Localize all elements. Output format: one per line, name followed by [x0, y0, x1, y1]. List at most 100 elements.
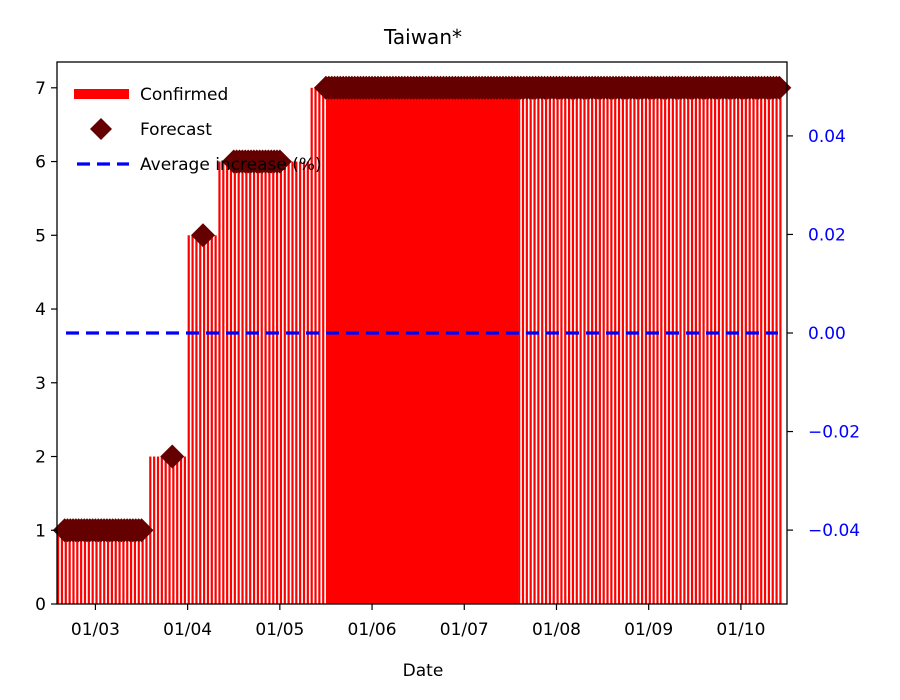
confirmed-bar [99, 530, 102, 604]
confirmed-bar [245, 161, 248, 605]
y-axis-left: 0 1 2 3 4 5 6 7 [35, 79, 57, 615]
confirmed-bar [145, 530, 148, 604]
confirmed-bar [183, 456, 186, 604]
confirmed-bar [779, 87, 782, 604]
y-tick-label: 6 [35, 153, 46, 173]
y-tick-label: 1 [35, 521, 46, 541]
confirmed-bar [641, 87, 644, 604]
confirmed-bars [57, 87, 782, 605]
confirmed-bar [683, 87, 686, 604]
legend-label: Average increase (%) [140, 155, 322, 175]
confirmed-bar [714, 87, 717, 604]
confirmed-bar [176, 456, 179, 604]
legend-swatch-confirmed [74, 89, 129, 99]
confirmed-bar [775, 87, 778, 604]
confirmed-bar [583, 87, 586, 604]
confirmed-bar [560, 87, 563, 604]
confirmed-bar [748, 87, 751, 604]
confirmed-bar [122, 530, 125, 604]
confirmed-bar [706, 87, 709, 604]
x-tick-label: 01/04 [163, 620, 212, 640]
confirmed-bar [153, 456, 156, 604]
confirmed-bar [671, 87, 674, 604]
confirmed-bar [264, 161, 267, 605]
confirmed-bar [587, 87, 590, 604]
confirmed-bar [740, 87, 744, 604]
confirmed-bar [318, 87, 321, 604]
confirmed-bar [299, 161, 302, 605]
y-tick-label: 4 [35, 300, 46, 320]
confirmed-bar [744, 87, 747, 604]
confirmed-bar [295, 161, 298, 605]
confirmed-bar [172, 456, 175, 604]
confirmed-bar [241, 161, 244, 605]
confirmed-bar [756, 87, 759, 604]
legend-swatch-forecast [90, 118, 112, 140]
x-axis: 01/03 01/04 01/05 01/06 01/07 01/08 01/09 01/10 [71, 604, 765, 640]
x-tick-label: 01/05 [255, 620, 304, 640]
confirmed-bar [72, 530, 75, 604]
confirmed-bar [325, 87, 519, 604]
confirmed-bar [260, 161, 263, 605]
forecast-point [160, 444, 185, 469]
confirmed-bar [602, 87, 605, 604]
confirmed-bar [752, 87, 755, 604]
confirmed-bar [690, 87, 694, 604]
confirmed-bar [222, 161, 225, 605]
confirmed-bar [721, 87, 724, 604]
confirmed-bar [114, 530, 117, 604]
confirmed-bar [767, 87, 770, 604]
confirmed-bar [310, 87, 313, 604]
confirmed-bar [268, 161, 271, 605]
confirmed-bar [521, 87, 525, 604]
confirmed-bar [771, 87, 774, 604]
confirmed-bar [675, 87, 678, 604]
forecast-markers [52, 75, 792, 543]
confirmed-bar [606, 87, 609, 604]
confirmed-bar [629, 87, 632, 604]
confirmed-bar [625, 87, 628, 604]
confirmed-bar [733, 87, 736, 604]
confirmed-bar [710, 87, 713, 604]
confirmed-bar [656, 87, 659, 604]
confirmed-bar [594, 87, 598, 604]
confirmed-bar [717, 87, 721, 604]
confirmed-bar [287, 161, 290, 605]
confirmed-bar [591, 87, 594, 604]
confirmed-bar [130, 530, 133, 604]
x-tick-label: 01/08 [532, 620, 581, 640]
forecast-point [129, 518, 154, 543]
confirmed-bar [60, 530, 64, 604]
confirmed-bar [160, 456, 163, 604]
y2-tick-label: −0.02 [808, 423, 860, 443]
confirmed-bar [314, 87, 317, 604]
confirmed-bar [610, 87, 613, 604]
confirmed-bar [256, 161, 259, 605]
confirmed-bar [206, 235, 210, 605]
confirmed-bar [525, 87, 528, 604]
confirmed-bar [575, 87, 578, 604]
confirmed-bar [760, 87, 763, 604]
confirmed-bar [698, 87, 701, 604]
confirmed-bar [214, 235, 217, 605]
y-tick-label: 7 [35, 79, 46, 99]
confirmed-bar [191, 235, 194, 605]
confirmed-bar [667, 87, 671, 604]
confirmed-bar [133, 530, 137, 604]
confirmed-bar [106, 530, 110, 604]
confirmed-bar [556, 87, 559, 604]
x-tick-label: 01/09 [624, 620, 673, 640]
confirmed-bar [518, 87, 521, 604]
confirmed-bar [694, 87, 697, 604]
confirmed-bar [87, 530, 90, 604]
confirmed-bar [249, 161, 252, 605]
confirmed-bar [763, 87, 767, 604]
confirmed-bar [679, 87, 682, 604]
confirmed-bar [110, 530, 113, 604]
confirmed-bar [529, 87, 532, 604]
confirmed-bar [156, 456, 160, 604]
confirmed-bar [664, 87, 667, 604]
confirmed-bar [291, 161, 294, 605]
x-tick-label: 01/07 [440, 620, 489, 640]
